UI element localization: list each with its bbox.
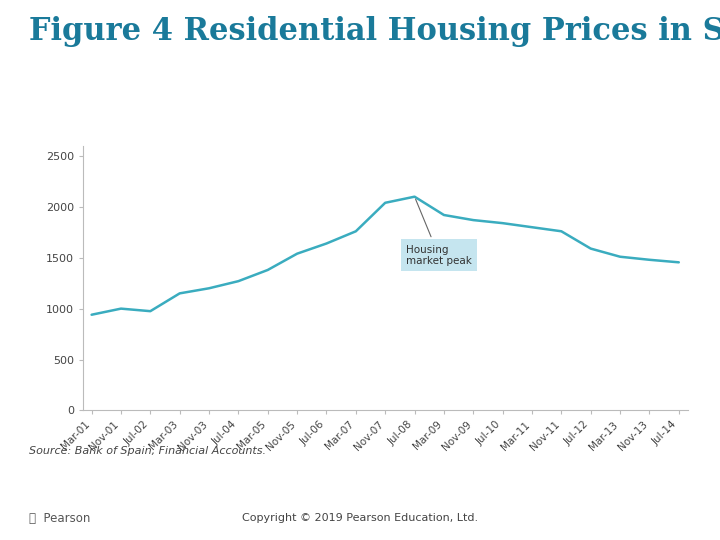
Text: Source: Bank of Spain, Financial Accounts.: Source: Bank of Spain, Financial Account… xyxy=(29,446,266,456)
Text: Copyright © 2019 Pearson Education, Ltd.: Copyright © 2019 Pearson Education, Ltd. xyxy=(242,514,478,523)
Text: Ⓟ  Pearson: Ⓟ Pearson xyxy=(29,512,90,525)
Text: Figure 4 Residential Housing Prices in Spain: Figure 4 Residential Housing Prices in S… xyxy=(29,16,720,47)
Text: Housing
market peak: Housing market peak xyxy=(406,199,472,266)
